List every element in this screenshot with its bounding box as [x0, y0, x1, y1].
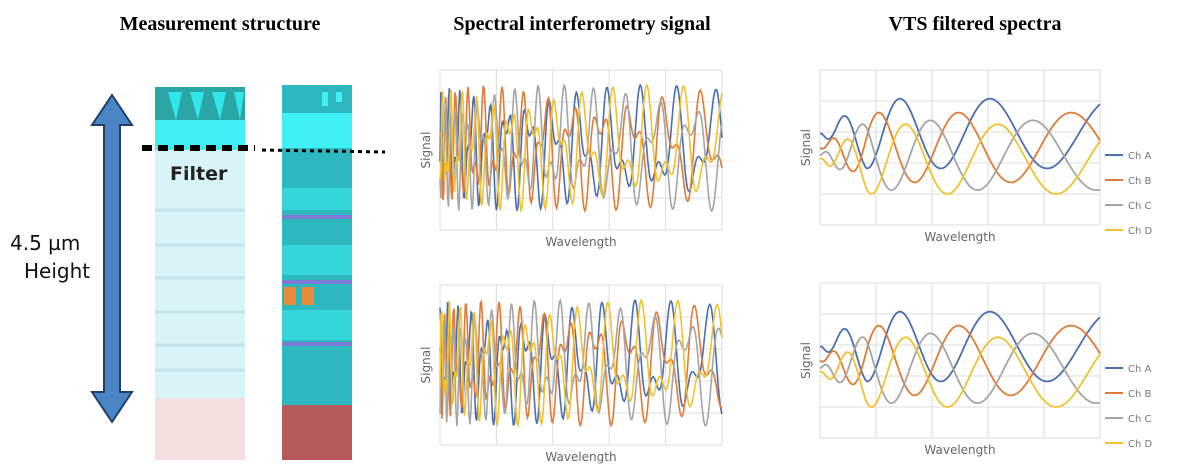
height-arrow	[90, 93, 134, 424]
illustrative-curve	[819, 111, 1101, 184]
illustrative-curve	[819, 310, 1101, 383]
x-axis-label: Wavelength	[545, 235, 616, 249]
illustrative-curve	[819, 123, 1101, 195]
pillar-body	[155, 148, 245, 398]
illustrative-curve	[439, 298, 723, 427]
illustrative-curve	[439, 299, 723, 427]
illustrative-curve	[819, 332, 1101, 404]
legend-label: Ch B	[1128, 176, 1151, 187]
heading: Spectral interferometry signal	[453, 13, 711, 35]
pillar-base	[282, 405, 352, 460]
x-axis-label: Wavelength	[924, 443, 995, 457]
legend-label: Ch C	[1128, 201, 1151, 212]
illustrative-curve	[439, 298, 723, 429]
y-axis-label: Signal	[799, 129, 813, 166]
legend-label: Ch D	[1128, 226, 1152, 237]
illustrative-curve	[819, 324, 1101, 397]
illustrative-curve	[819, 97, 1101, 170]
illustrative-curve	[819, 119, 1101, 191]
y-axis-label: Signal	[799, 342, 813, 379]
height-label: Height	[24, 259, 90, 283]
legend-label: Ch A	[1128, 364, 1151, 375]
illustrative-curve	[819, 336, 1101, 408]
legend-label: Ch D	[1128, 439, 1152, 450]
illustrative-curve	[439, 85, 723, 213]
filter-label: Filter	[170, 163, 228, 185]
x-axis-label: Wavelength	[545, 450, 616, 464]
pillar-layers	[282, 113, 352, 346]
legend-label: Ch C	[1128, 414, 1151, 425]
legend-label: Ch A	[1128, 151, 1151, 162]
height-label: 4.5 µm	[10, 231, 80, 255]
illustrative-curve	[439, 83, 723, 213]
pillar-layers	[155, 208, 245, 372]
legend-label: Ch B	[1128, 389, 1151, 400]
pillar-base	[155, 398, 245, 460]
x-axis-label: Wavelength	[924, 230, 995, 244]
heading: Measurement structure	[120, 13, 321, 35]
y-axis-label: Signal	[419, 132, 433, 169]
structure-illustration	[90, 85, 386, 460]
y-axis-label: Signal	[419, 347, 433, 384]
heading: VTS filtered spectra	[889, 13, 1062, 35]
illustrative-curve	[439, 83, 723, 213]
grating	[322, 92, 342, 106]
grating-notch	[168, 92, 244, 120]
